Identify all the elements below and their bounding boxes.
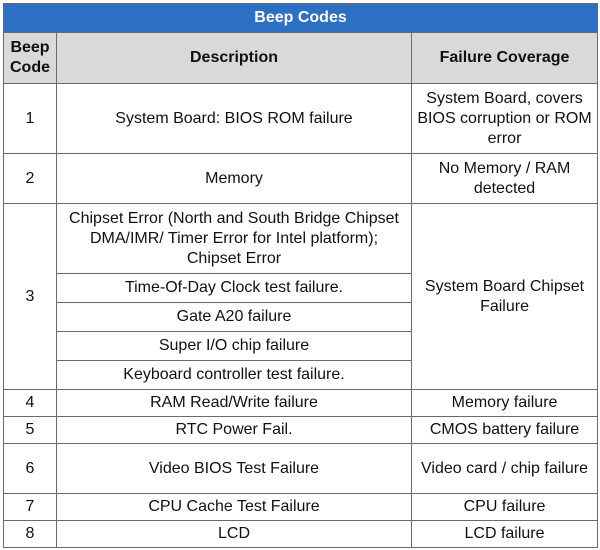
beep-code-cell: 2 xyxy=(3,153,57,204)
beep-code-cell: 1 xyxy=(3,83,57,154)
beep-code-cell: 8 xyxy=(3,520,57,548)
table-row: 8 LCD LCD failure xyxy=(3,520,599,548)
beep-code-cell: 6 xyxy=(3,443,57,494)
description-cell: Keyboard controller test failure. xyxy=(56,360,412,390)
description-cell: Time-Of-Day Clock test failure. xyxy=(56,273,412,303)
table-row: 1 System Board: BIOS ROM failure System … xyxy=(3,83,599,154)
beep-code-cell: 7 xyxy=(3,493,57,521)
description-cell: Video BIOS Test Failure xyxy=(56,443,412,494)
description-cell: Chipset Error (North and South Bridge Ch… xyxy=(56,203,412,274)
header-beep-code-line1: Beep xyxy=(10,39,50,56)
coverage-cell: Video card / chip failure xyxy=(410,443,599,494)
table-title: Beep Codes xyxy=(2,3,599,33)
coverage-cell: CPU failure xyxy=(410,493,599,521)
beep-code-cell: 4 xyxy=(3,389,57,417)
coverage-cell: No Memory / RAM detected xyxy=(410,153,599,204)
header-row: Beep Code Description Failure Coverage xyxy=(3,32,599,84)
beep-codes-table: Beep Codes Beep Code Description Failure… xyxy=(2,3,599,548)
table-subrow: Time-Of-Day Clock test failure. xyxy=(4,273,598,303)
description-cell: RTC Power Fail. xyxy=(56,416,412,444)
description-cell: Super I/O chip failure xyxy=(56,331,412,361)
table-row: 7 CPU Cache Test Failure CPU failure xyxy=(3,493,599,521)
table-subrow: Gate A20 failure xyxy=(4,302,598,332)
coverage-cell: Memory failure xyxy=(410,389,599,417)
description-cell: LCD xyxy=(56,520,412,548)
coverage-cell: System Board Chipset Failure xyxy=(410,203,599,390)
title-row: Beep Codes xyxy=(2,3,599,33)
header-failure-coverage: Failure Coverage xyxy=(410,32,599,84)
header-description: Description xyxy=(56,32,412,84)
description-cell: System Board: BIOS ROM failure xyxy=(56,83,412,154)
coverage-cell: LCD failure xyxy=(410,520,599,548)
description-cell: RAM Read/Write failure xyxy=(56,389,412,417)
table-row: 3 Chipset Error (North and South Bridge … xyxy=(3,203,599,390)
header-beep-code-line2: Code xyxy=(10,59,50,76)
beep-codes-table-container: Beep Codes Beep Code Description Failure… xyxy=(2,3,599,548)
description-cell: CPU Cache Test Failure xyxy=(56,493,412,521)
description-cell: Gate A20 failure xyxy=(56,302,412,332)
coverage-cell: CMOS battery failure xyxy=(410,416,599,444)
table-row: 2 Memory No Memory / RAM detected xyxy=(3,153,599,204)
table-row: 4 RAM Read/Write failure Memory failure xyxy=(3,389,599,417)
description-cell: Memory xyxy=(56,153,412,204)
table-row: 6 Video BIOS Test Failure Video card / c… xyxy=(3,443,599,494)
table-row: 5 RTC Power Fail. CMOS battery failure xyxy=(3,416,599,444)
coverage-cell: System Board, covers BIOS corruption or … xyxy=(410,83,599,154)
header-beep-code: Beep Code xyxy=(3,32,57,84)
beep-code-cell: 3 xyxy=(3,203,57,390)
beep-code-cell: 5 xyxy=(3,416,57,444)
table-subrow: Keyboard controller test failure. xyxy=(4,360,598,390)
